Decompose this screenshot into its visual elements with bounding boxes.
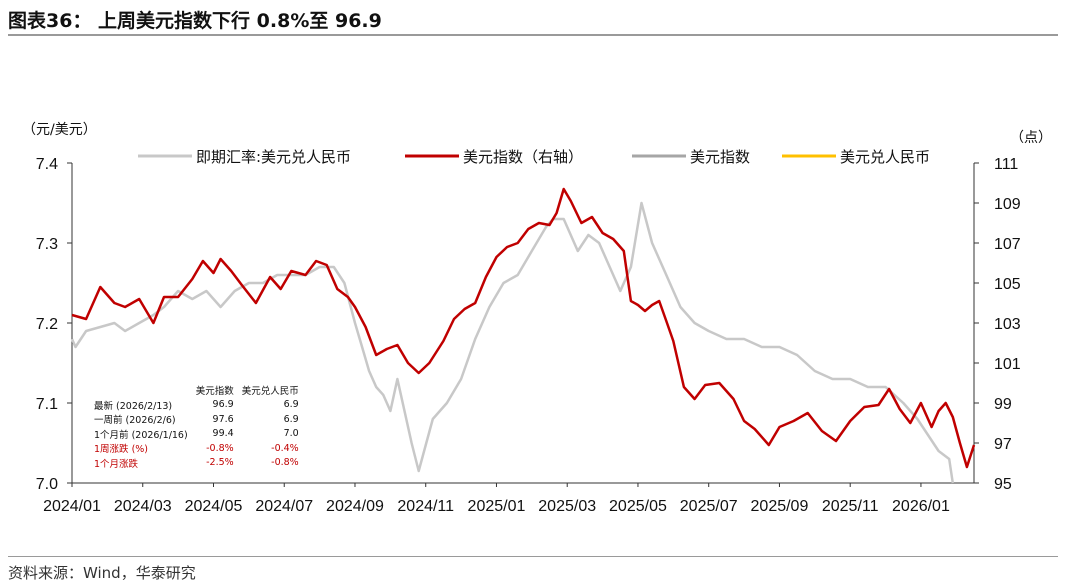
inset-row-month-ago: 1个月前 (2026/1/16) 99.4 7.0 [90, 427, 303, 442]
right-axis-unit: （点） [1010, 130, 1052, 146]
x-tick-label: 2024/11 [397, 498, 454, 515]
inset-row-label: 1个月涨跌 [94, 458, 139, 470]
inset-row-label: 最新 (2026/2/13) [94, 400, 173, 412]
legend-label: 即期汇率:美元兑人民币 [196, 148, 351, 166]
inset-cny-value: 7.0 [283, 428, 299, 440]
inset-cny-value: -0.8% [271, 457, 299, 469]
right-tick-label: 105 [994, 276, 1021, 293]
right-tick-label: 95 [994, 476, 1012, 493]
inset-cny-value: 6.9 [283, 399, 299, 411]
inset-row-latest: 最新 (2026/2/13) 96.9 6.9 [90, 398, 303, 413]
dxy-line [71, 187, 976, 469]
inset-dxy-value: -0.8% [206, 442, 234, 454]
x-tick-label: 2025/05 [609, 498, 667, 515]
inset-table-header: 美元指数 美元兑人民币 [90, 383, 303, 398]
x-tick-label: 2024/09 [326, 498, 384, 515]
x-tick-label: 2024/03 [114, 498, 172, 515]
left-axis-unit: （元/美元） [22, 122, 97, 138]
inset-dxy-value: -2.5% [206, 457, 234, 469]
x-tick-label: 2024/07 [255, 498, 313, 515]
x-tick-label: 2025/07 [680, 498, 738, 515]
left-tick-label: 7.2 [36, 316, 58, 333]
right-tick-label: 97 [994, 436, 1012, 453]
series-layer [70, 187, 976, 484]
chart-area: 7.0 7.1 7.2 7.3 7.4 95 97 99 101 103 105 107 109 111 2… [22, 122, 1052, 515]
inset-dxy-value: 99.4 [212, 428, 234, 440]
inset-cny-value: -0.4% [271, 442, 299, 454]
legend-label: 美元指数（右轴） [463, 148, 583, 166]
right-tick-label: 107 [994, 236, 1021, 253]
right-tick-label: 103 [994, 316, 1021, 333]
inset-header-cny: 美元兑人民币 [241, 386, 299, 398]
chart-title: 图表36： 上周美元指数下行 0.8%至 96.9 [8, 10, 382, 32]
x-tick-label: 2025/01 [468, 498, 526, 515]
inset-row-label: 1个月前 (2026/1/16) [94, 429, 188, 441]
x-tick-label: 2025/03 [538, 498, 596, 515]
footer-rule [8, 556, 1058, 557]
inset-header-blank [90, 383, 192, 398]
source-note: 资料来源：Wind，华泰研究 [8, 564, 196, 582]
title-rule [8, 34, 1058, 36]
left-tick-label: 7.0 [36, 476, 58, 493]
inset-cny-value: 6.9 [283, 413, 299, 425]
x-tick-label: 2024/01 [43, 498, 101, 515]
legend-label: 美元指数 [690, 148, 750, 166]
x-tick-label: 2026/01 [892, 498, 950, 515]
x-tick-label: 2024/05 [185, 498, 243, 515]
right-tick-label: 111 [994, 156, 1018, 173]
usdcny-spot-line [70, 201, 955, 484]
x-tick-label: 2025/09 [751, 498, 809, 515]
inset-dxy-value: 97.6 [212, 413, 234, 425]
legend-label: 美元兑人民币 [840, 148, 930, 166]
inset-row-week-change: 1周涨跌 (%) -0.8% -0.4% [90, 441, 303, 456]
inset-row-label: 1周涨跌 (%) [94, 444, 149, 456]
axes-layer: 7.0 7.1 7.2 7.3 7.4 95 97 99 101 103 105 107 109 111 2… [36, 156, 1021, 515]
x-tick-label: 2025/11 [822, 498, 879, 515]
inset-dxy-value: 96.9 [212, 399, 234, 411]
inset-row-label: 一周前 (2026/2/6) [94, 415, 176, 427]
inset-row-month-change: 1个月涨跌 -2.5% -0.8% [90, 456, 303, 471]
inset-header-dxy: 美元指数 [195, 386, 234, 398]
left-tick-label: 7.1 [36, 396, 58, 413]
inset-table: 美元指数 美元兑人民币 最新 (2026/2/13) 96.9 6.9 一周前 … [90, 383, 303, 470]
right-tick-label: 101 [994, 356, 1021, 373]
left-tick-label: 7.4 [36, 156, 58, 173]
left-tick-label: 7.3 [36, 236, 58, 253]
legend: 即期汇率:美元兑人民币 美元指数（右轴） 美元指数 美元兑人民币 [138, 148, 930, 166]
inset-row-week-ago: 一周前 (2026/2/6) 97.6 6.9 [90, 412, 303, 427]
right-tick-label: 99 [994, 396, 1012, 413]
right-tick-label: 109 [994, 196, 1021, 213]
